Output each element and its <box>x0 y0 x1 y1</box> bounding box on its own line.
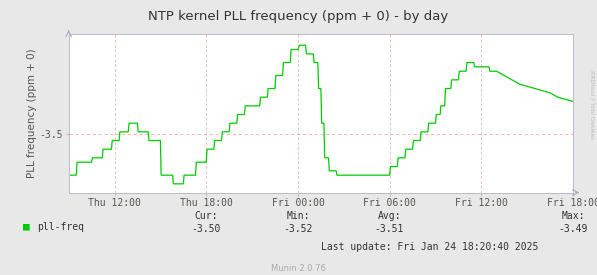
Text: Cur:: Cur: <box>194 211 218 221</box>
Text: pll-freq: pll-freq <box>37 222 84 232</box>
Text: -3.52: -3.52 <box>283 224 313 234</box>
Text: RRDtool / Tobi Oetiker: RRDtool / Tobi Oetiker <box>590 70 595 139</box>
Text: Munin 2.0.76: Munin 2.0.76 <box>271 264 326 273</box>
Text: NTP kernel PLL frequency (ppm + 0) - by day: NTP kernel PLL frequency (ppm + 0) - by … <box>149 10 448 23</box>
Text: Min:: Min: <box>286 211 310 221</box>
Text: -3.51: -3.51 <box>374 224 404 234</box>
Y-axis label: PLL frequency (ppm + 0): PLL frequency (ppm + 0) <box>27 49 37 178</box>
Text: -3.49: -3.49 <box>558 224 588 234</box>
Text: ■: ■ <box>23 222 29 232</box>
Text: Avg:: Avg: <box>377 211 401 221</box>
Text: Last update: Fri Jan 24 18:20:40 2025: Last update: Fri Jan 24 18:20:40 2025 <box>321 243 538 252</box>
Text: Max:: Max: <box>561 211 585 221</box>
Text: -3.50: -3.50 <box>191 224 221 234</box>
